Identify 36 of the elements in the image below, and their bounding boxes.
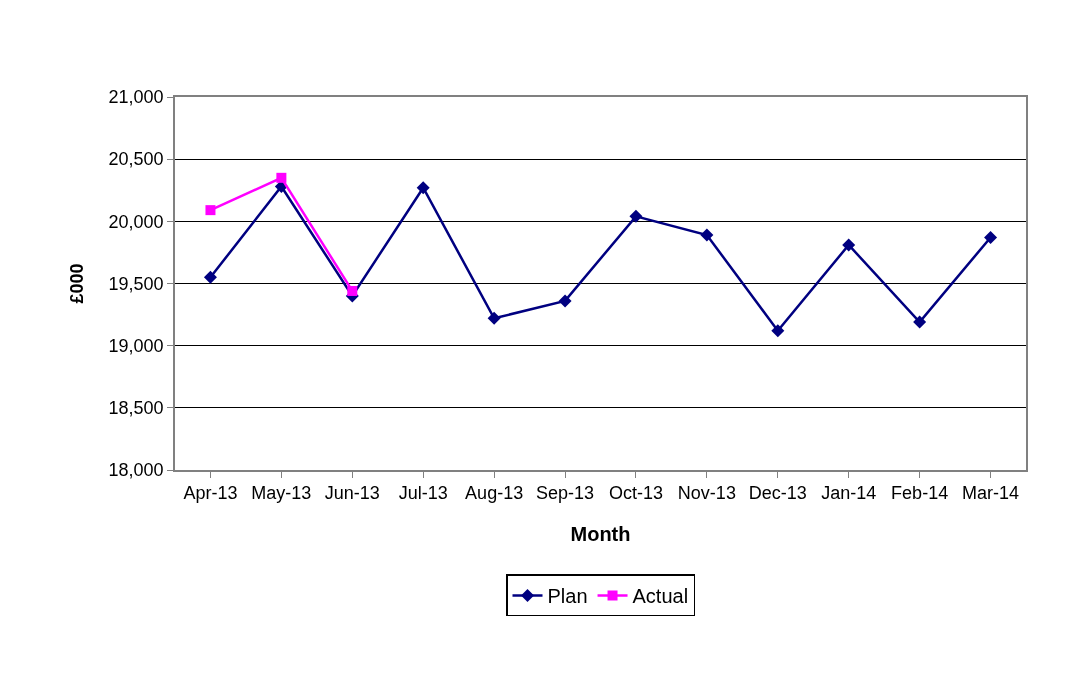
x-tick-label: Jun-13 (324, 483, 380, 504)
point (205, 205, 216, 216)
point (558, 294, 572, 308)
x-tick-label: Aug-13 (465, 483, 524, 504)
point (913, 315, 927, 329)
legend-label: Actual (632, 585, 689, 608)
point (771, 324, 785, 338)
point (629, 209, 643, 223)
y-tick-label: 18,000 (108, 460, 164, 481)
x-tick-label: Mar-14 (962, 483, 1020, 504)
point (984, 231, 998, 244)
x-tick-label: Sep-13 (536, 483, 595, 504)
legend-label: Plan (547, 585, 588, 608)
point (700, 228, 714, 242)
x-tick-label: Nov-13 (677, 483, 736, 504)
x-tick-label: Apr-13 (183, 483, 238, 504)
x-tick-label: Feb-14 (891, 483, 949, 504)
y-tick-label: 18,500 (108, 398, 164, 419)
x-tick-label: May-13 (251, 483, 312, 504)
y-tick-label: 20,500 (108, 149, 164, 170)
point (842, 238, 856, 252)
x-tick-label: Jul-13 (398, 483, 448, 504)
point (416, 181, 430, 195)
y-tick-label: 21,000 (108, 87, 164, 108)
point (276, 172, 287, 183)
y-tick-label: 19,000 (108, 335, 164, 356)
point (203, 270, 217, 284)
x-tick-label: Oct-13 (608, 483, 663, 504)
point (347, 285, 358, 296)
point (487, 311, 501, 325)
x-tick-label: Jan-14 (821, 483, 877, 504)
x-axis-title: Month (570, 523, 631, 546)
x-tick-label: Dec-13 (748, 483, 807, 504)
y-axis-title: £000 (67, 263, 88, 304)
y-tick-label: 20,000 (108, 211, 164, 232)
y-tick-label: 19,500 (108, 273, 164, 294)
